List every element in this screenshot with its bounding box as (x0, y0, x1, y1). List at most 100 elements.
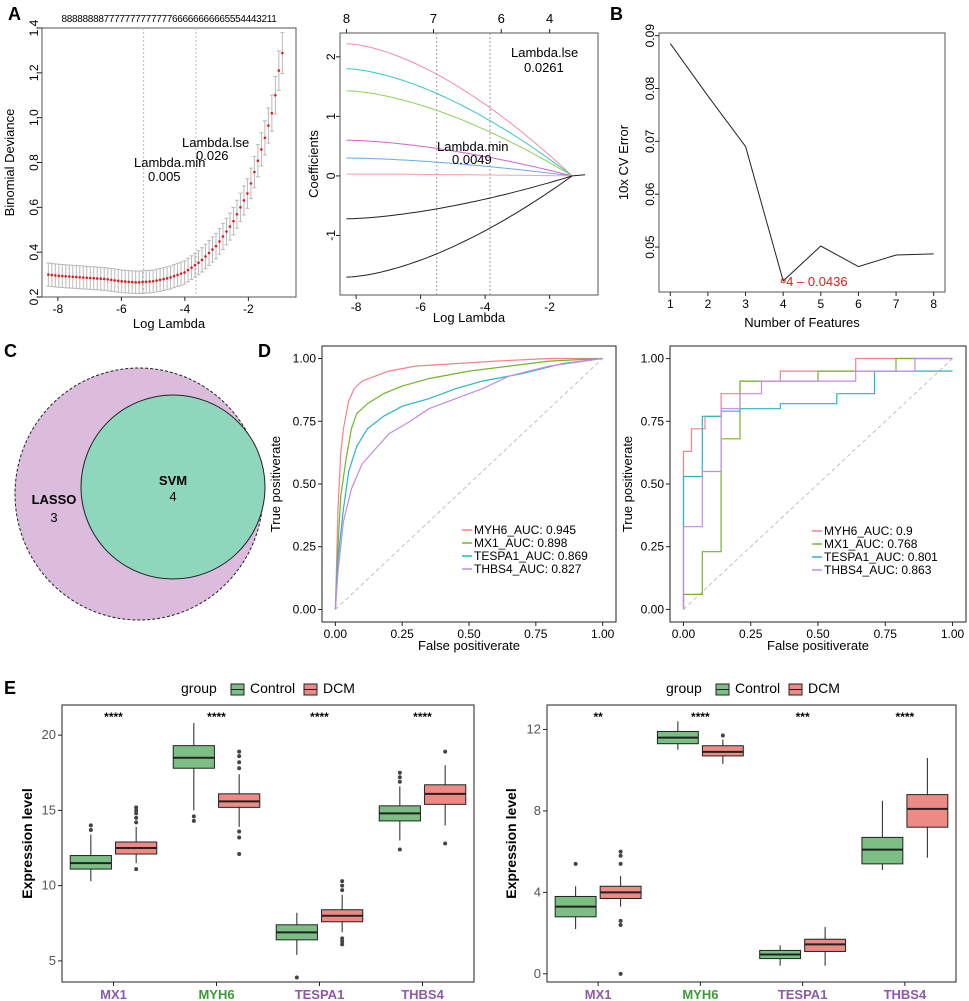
outlier-point (237, 852, 242, 857)
deviance-point (123, 280, 127, 283)
deviance-point (88, 276, 92, 280)
outlier-point (340, 883, 345, 888)
chart-e2-boxplot: ** MX1 **** MYH6 *** TESPA1 **** THBS4 0 4 8 12 Expr… (503, 680, 957, 1001)
deviance-point (225, 230, 228, 233)
outlier-point (134, 805, 139, 810)
deviance-point (207, 251, 211, 255)
deviance-point (78, 275, 82, 279)
y-tick-label: 0.06 (643, 182, 657, 206)
x-tick-label: 7 (893, 297, 900, 311)
outlier-point (397, 770, 402, 775)
plot-frame (339, 32, 599, 296)
deviance-point (200, 258, 204, 262)
outlier-point (294, 975, 299, 980)
outlier-point (618, 971, 623, 976)
chart-d1-roc: 0.00 0.25 0.50 0.75 1.00 0.00 0.25 0.50 0.75 1.00… (268, 345, 617, 653)
y-tick-label: 0.50 (293, 477, 317, 491)
venn-svm-count: 4 (169, 489, 176, 504)
annotation-min-label: Lambda.min (134, 155, 206, 170)
deviance-point (176, 273, 179, 277)
deviance-point (71, 275, 75, 279)
x-axis-label: False positiverate (767, 638, 869, 653)
y-tick-label: 0.2 (27, 288, 41, 305)
x-tick-label: 4 (780, 297, 787, 311)
venn-svm-label: SVM (159, 473, 187, 488)
significance-label: **** (207, 710, 226, 724)
y-tick-label: 1.0 (27, 109, 41, 126)
y-tick-label: 0.75 (293, 414, 317, 428)
y-tick-label: 0.50 (641, 477, 665, 491)
outlier-point (397, 847, 402, 852)
legend-entry: MX1_AUC: 0.768 (824, 537, 918, 551)
venn-lasso-count: 3 (50, 510, 57, 525)
outlier-point (618, 861, 623, 866)
outlier-point (720, 733, 725, 738)
deviance-point (228, 225, 232, 228)
panel-label-d: D (258, 341, 271, 361)
deviance-point (239, 206, 242, 209)
significance-label: *** (796, 710, 810, 724)
deviance-point (130, 280, 134, 284)
outlier-point (573, 861, 578, 866)
deviance-point (190, 266, 193, 269)
deviance-point (221, 235, 225, 238)
deviance-point (99, 277, 103, 281)
outlier-point (340, 888, 345, 893)
outlier-point (191, 818, 196, 823)
deviance-point (256, 159, 260, 163)
x-tick-label: -8 (53, 302, 64, 316)
outlier-point (340, 936, 345, 941)
outlier-point (191, 814, 196, 819)
x-tick-label: 0.75 (524, 627, 548, 641)
deviance-point (260, 148, 263, 151)
deviance-point (64, 274, 68, 278)
y-tick-label: 1.00 (293, 352, 317, 366)
deviance-point (165, 277, 169, 280)
panel-label-b: B (610, 4, 623, 24)
coef-tail (572, 174, 586, 177)
y-tick-label: 2 (324, 53, 338, 60)
legend-entry: TESPA1_AUC: 0.801 (824, 550, 938, 564)
x-tick-label: 1.00 (591, 627, 615, 641)
significance-label: ** (593, 710, 603, 724)
diagonal-reference (683, 358, 953, 610)
deviance-point (113, 279, 117, 282)
y-axis-label: Expression level (19, 788, 35, 899)
deviance-point (218, 240, 221, 243)
deviance-point (137, 280, 141, 284)
deviance-point (57, 274, 61, 278)
outlier-point (397, 779, 402, 784)
y-tick-label: 0.07 (643, 129, 657, 153)
deviance-point (74, 275, 78, 279)
roc-curve-3 (682, 357, 953, 610)
outlier-point (443, 749, 448, 754)
y-tick-label: 0.00 (641, 602, 665, 616)
deviance-point (270, 111, 274, 115)
outlier-point (134, 815, 139, 820)
chart-d2-roc: 0.00 0.25 0.50 0.75 1.00 0.00 0.25 0.50 0.75 1.00… (620, 345, 967, 653)
coef-path-c1 (346, 43, 573, 177)
legend-label-dcm: DCM (808, 680, 840, 696)
outlier-point (397, 775, 402, 780)
outlier-point (88, 827, 93, 832)
deviance-point (242, 199, 246, 202)
roc-curve-1 (334, 357, 603, 610)
x-tick-label: 0.00 (672, 627, 696, 641)
deviance-point (204, 255, 207, 258)
y-axis-label: Expression level (503, 788, 519, 899)
significance-label: **** (896, 710, 915, 724)
deviance-point (116, 279, 120, 283)
significance-label: **** (691, 710, 710, 724)
x-tick-label: MX1 (585, 987, 612, 1001)
y-tick-label: 0.05 (643, 235, 657, 259)
x-axis-label: Number of Features (744, 315, 860, 330)
outlier-point (237, 829, 242, 834)
panel-label-c: C (4, 341, 17, 361)
top-tick-label: 4 (546, 11, 553, 26)
y-tick-label: 8 (534, 803, 541, 818)
roc-curve-3 (334, 357, 603, 610)
y-tick-label: 0.25 (641, 540, 665, 554)
x-tick-label: 0.00 (324, 627, 348, 641)
y-tick-label: 0.4 (27, 244, 41, 261)
y-tick-label: -1 (324, 230, 338, 241)
